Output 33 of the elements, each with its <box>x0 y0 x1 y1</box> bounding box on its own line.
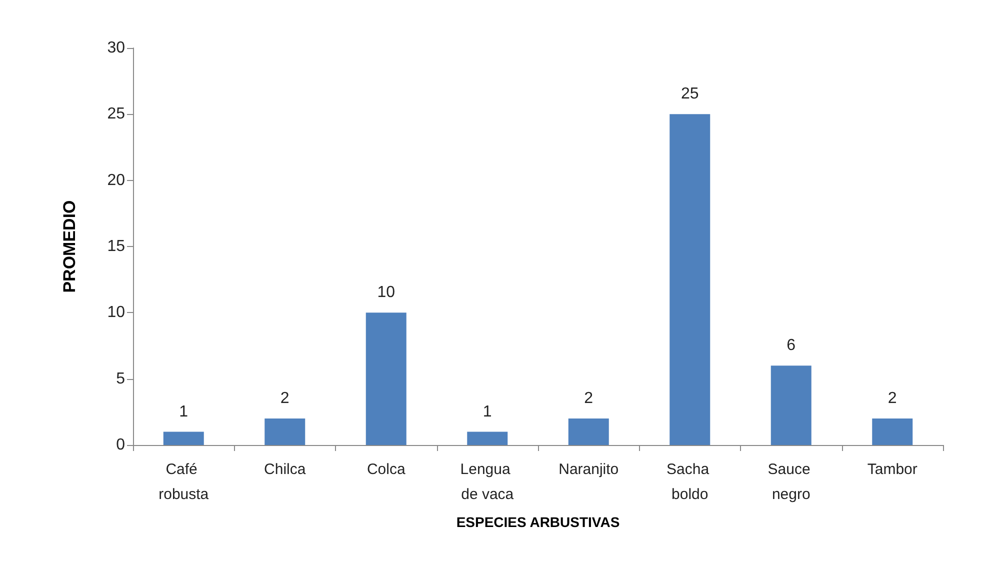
x-tick-label: Chilca <box>264 461 306 478</box>
x-tick-label: Sacha boldo <box>666 461 714 503</box>
bar <box>264 418 306 445</box>
data-label: 2 <box>888 390 897 408</box>
data-label: 25 <box>680 86 699 103</box>
data-label: 1 <box>179 403 188 420</box>
x-tick-label: Café robusta <box>158 461 210 503</box>
x-tick-label: Sauce negro <box>768 461 814 503</box>
data-label: 2 <box>584 390 594 408</box>
data-label: 1 <box>482 403 492 420</box>
y-tick-label: 25 <box>107 106 126 123</box>
x-tick-label: Naranjito <box>558 461 619 478</box>
x-tick-label: Tambor <box>867 461 918 478</box>
bar <box>366 312 406 445</box>
x-tick-label: Lengua de vaca <box>460 461 514 503</box>
bar <box>670 114 710 445</box>
data-label: 10 <box>377 284 396 302</box>
y-tick-label: 0 <box>116 436 126 454</box>
y-tick-label: 10 <box>107 304 126 322</box>
y-tick-label: 20 <box>107 172 126 189</box>
y-axis-title: PROMEDIO <box>60 200 79 293</box>
bar <box>568 418 609 445</box>
x-tick-label: Colca <box>366 461 406 478</box>
bar <box>163 432 204 445</box>
bar <box>770 366 812 445</box>
y-tick-label: 30 <box>107 40 126 56</box>
y-tick-label: 15 <box>107 238 126 255</box>
data-label: 2 <box>280 390 290 408</box>
bar <box>467 432 508 445</box>
y-tick-label: 5 <box>116 370 126 388</box>
x-axis-title: ESPECIES ARBUSTIVAS <box>456 514 620 530</box>
bar <box>872 418 913 445</box>
data-label: 6 <box>786 337 796 354</box>
